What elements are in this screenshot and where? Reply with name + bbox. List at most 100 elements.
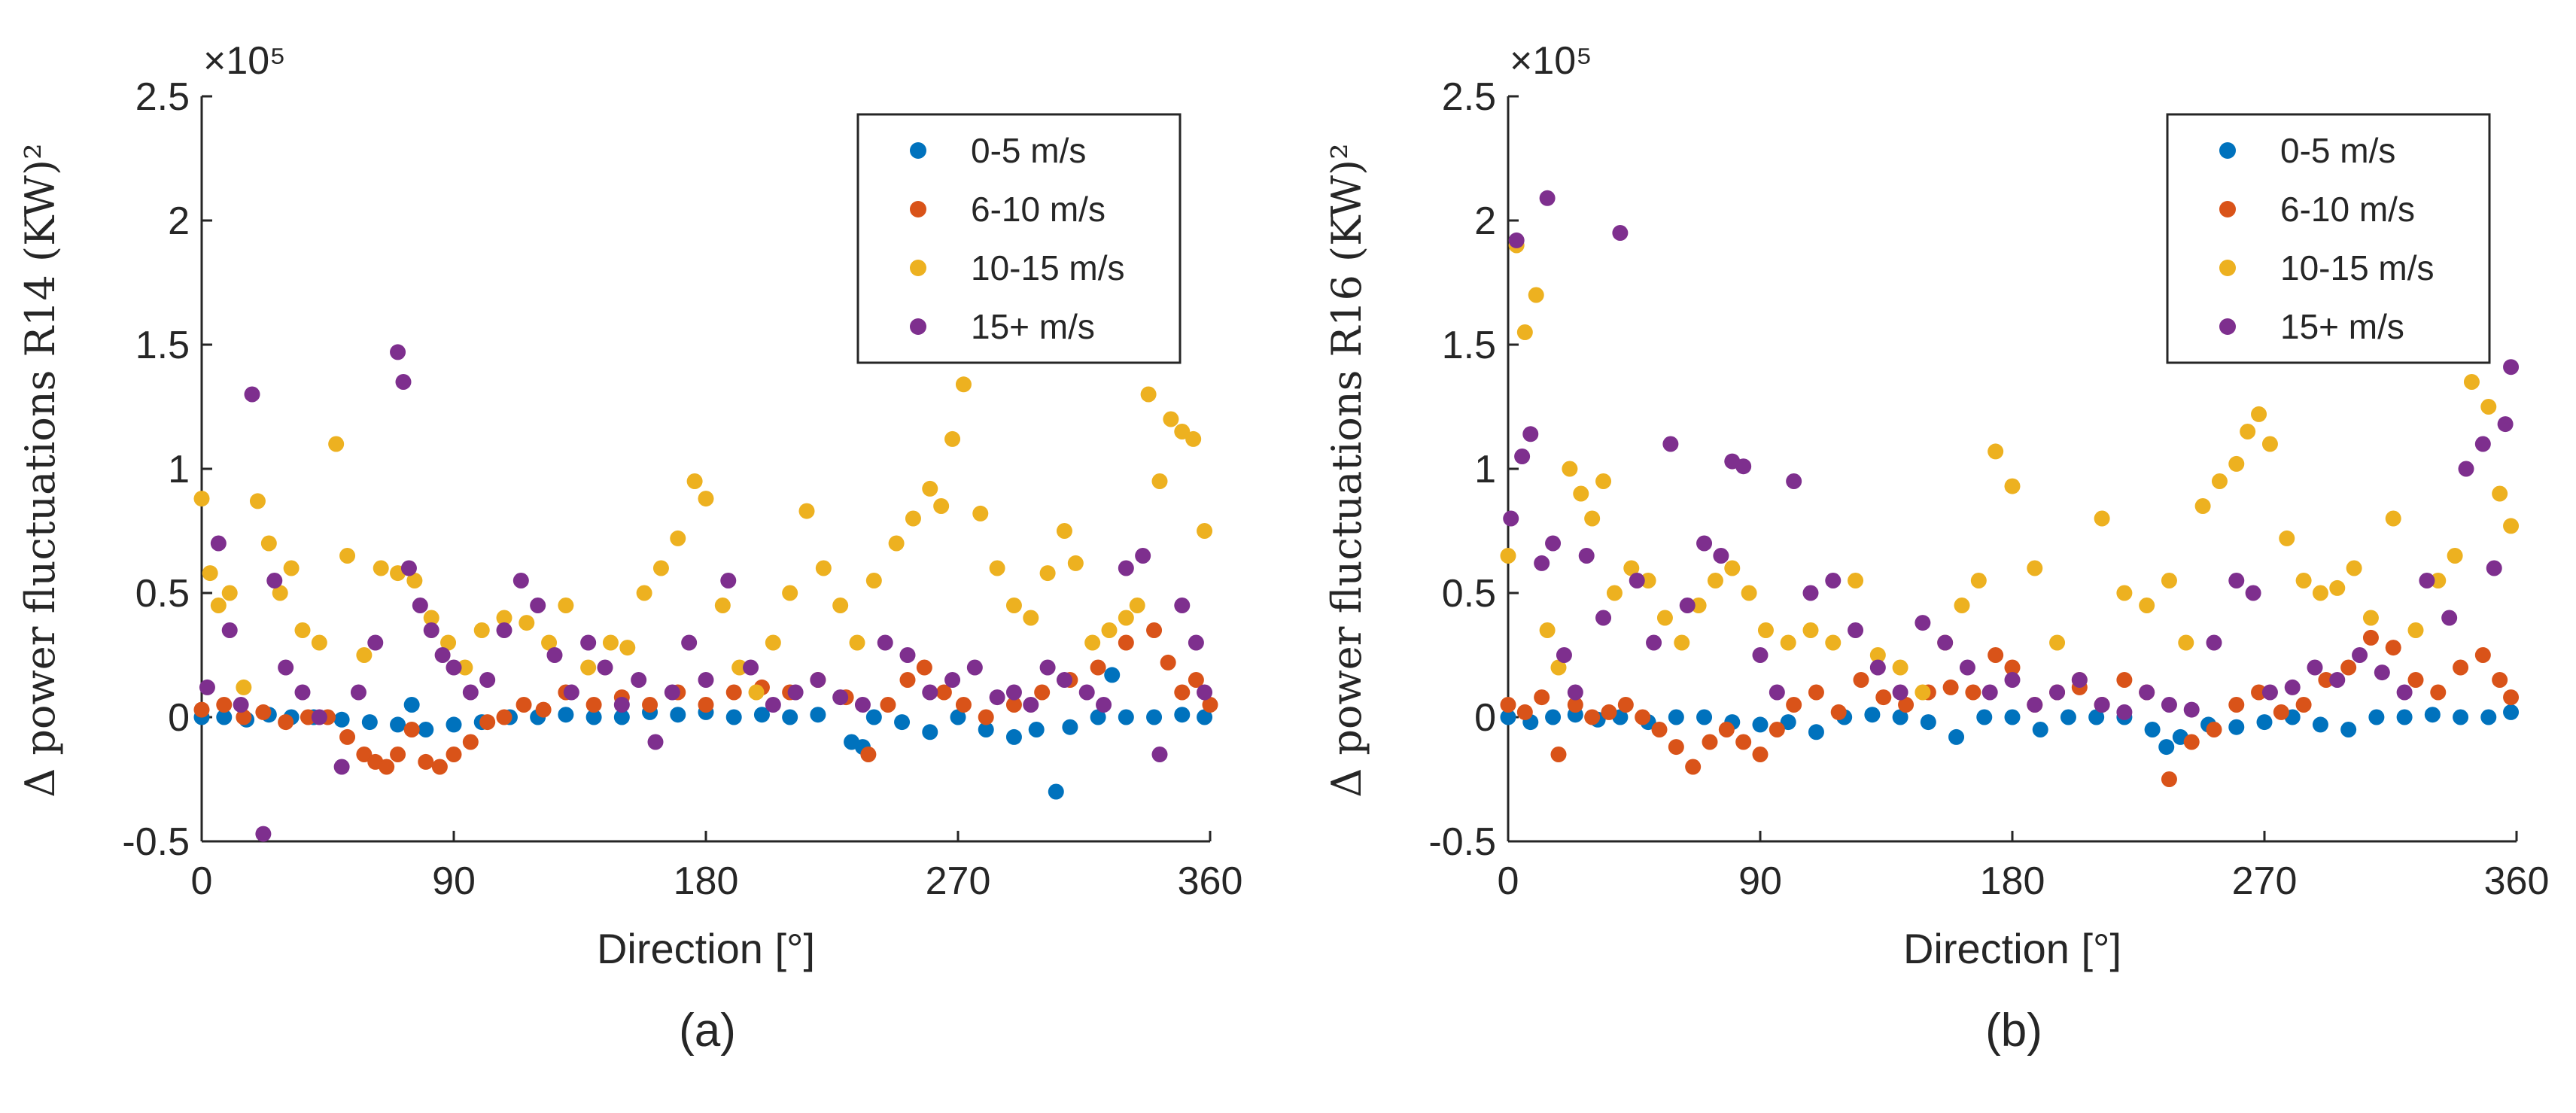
data-point	[558, 598, 574, 613]
data-point	[2295, 697, 2312, 713]
data-point	[1942, 679, 1959, 695]
data-point	[2346, 560, 2362, 576]
data-point	[698, 672, 714, 688]
data-point	[597, 659, 613, 676]
data-point	[233, 697, 249, 713]
data-point	[1786, 473, 1802, 489]
data-point	[1707, 573, 1723, 588]
data-point	[642, 697, 658, 713]
data-point	[2261, 436, 2278, 452]
data-point	[944, 672, 961, 688]
data-point	[278, 714, 294, 731]
data-point	[1062, 719, 1078, 735]
legend-entry: 15+ m/s	[971, 307, 1095, 346]
data-point	[2312, 716, 2328, 733]
legend-entry: 0-5 m/s	[971, 131, 1086, 170]
data-point	[1151, 473, 1168, 489]
data-point	[782, 585, 798, 601]
data-point	[431, 759, 448, 775]
data-point	[2492, 485, 2508, 502]
data-point	[2027, 697, 2043, 713]
data-point	[899, 647, 916, 663]
x-tick-label: 180	[1980, 859, 2045, 903]
data-point	[266, 573, 283, 588]
data-point	[2116, 585, 2133, 601]
data-point	[379, 759, 395, 775]
data-point	[916, 659, 932, 676]
data-point	[2362, 610, 2379, 626]
chart-panel-1: 0 90 180 270 360-0.500.511.522.5×10⁵Directio…	[17, 39, 1242, 1057]
data-point	[1808, 724, 1824, 740]
series-1	[1500, 704, 2520, 756]
data-point	[1039, 659, 1056, 676]
data-point	[1617, 697, 1634, 713]
data-point	[2240, 424, 2256, 439]
x-axis-label: Direction [°]	[597, 925, 815, 972]
data-point	[580, 659, 597, 676]
data-point	[2144, 722, 2161, 737]
data-point	[367, 634, 384, 651]
data-point	[2474, 436, 2491, 452]
data-point	[516, 697, 532, 713]
data-point	[1005, 684, 1022, 701]
data-point	[1892, 709, 1908, 725]
legend-box	[856, 113, 1182, 364]
data-point	[462, 734, 479, 750]
data-point	[2458, 461, 2474, 477]
data-point	[681, 634, 698, 651]
data-point	[473, 622, 490, 638]
data-point	[815, 560, 832, 576]
data-point	[922, 684, 938, 701]
data-point	[221, 585, 238, 601]
data-point	[2295, 573, 2312, 588]
data-point	[1146, 709, 1163, 725]
legend-entry: 6-10 m/s	[971, 190, 1106, 229]
data-point	[2453, 709, 2469, 725]
data-point	[1197, 709, 1213, 725]
data-point	[446, 659, 462, 676]
data-point	[955, 697, 972, 713]
data-point	[199, 679, 215, 695]
data-point	[423, 622, 439, 638]
data-point	[546, 647, 563, 663]
data-point	[2060, 709, 2076, 725]
data-point	[1640, 573, 1656, 588]
data-point	[2116, 672, 2133, 688]
data-point	[512, 573, 529, 588]
legend-marker	[910, 318, 926, 335]
data-point	[2049, 634, 2066, 651]
data-point	[1129, 598, 1145, 613]
legend-marker	[2219, 142, 2236, 159]
y-tick-label: -0.5	[122, 820, 190, 864]
data-point	[1005, 728, 1022, 745]
data-point	[686, 473, 703, 489]
data-point	[403, 697, 420, 713]
x-tick-label: 90	[1738, 859, 1782, 903]
x-tick-label: 90	[432, 859, 476, 903]
data-point	[1056, 672, 1072, 688]
data-point	[236, 679, 252, 695]
y-tick-label: 0	[168, 696, 190, 740]
data-point	[1920, 714, 1936, 731]
data-point	[390, 716, 406, 733]
data-point	[1056, 523, 1072, 539]
data-point	[1101, 622, 1118, 638]
data-point	[479, 672, 496, 688]
data-point	[1516, 704, 1533, 720]
data-point	[496, 709, 512, 725]
data-point	[922, 480, 938, 497]
data-point	[1685, 759, 1702, 775]
data-point	[743, 659, 759, 676]
data-point	[955, 376, 972, 393]
data-point	[2463, 374, 2480, 390]
data-point	[1584, 709, 1601, 725]
data-point	[1830, 704, 1847, 720]
data-point	[1595, 610, 1612, 626]
data-point	[1118, 709, 1134, 725]
legend: 0-5 m/s 6-10 m/s 10-15 m/s 15+ m/s	[856, 113, 1182, 364]
data-point	[2004, 709, 2021, 725]
data-point	[2228, 573, 2245, 588]
data-point	[854, 697, 871, 713]
data-point	[2453, 659, 2469, 676]
data-point	[2251, 406, 2267, 422]
